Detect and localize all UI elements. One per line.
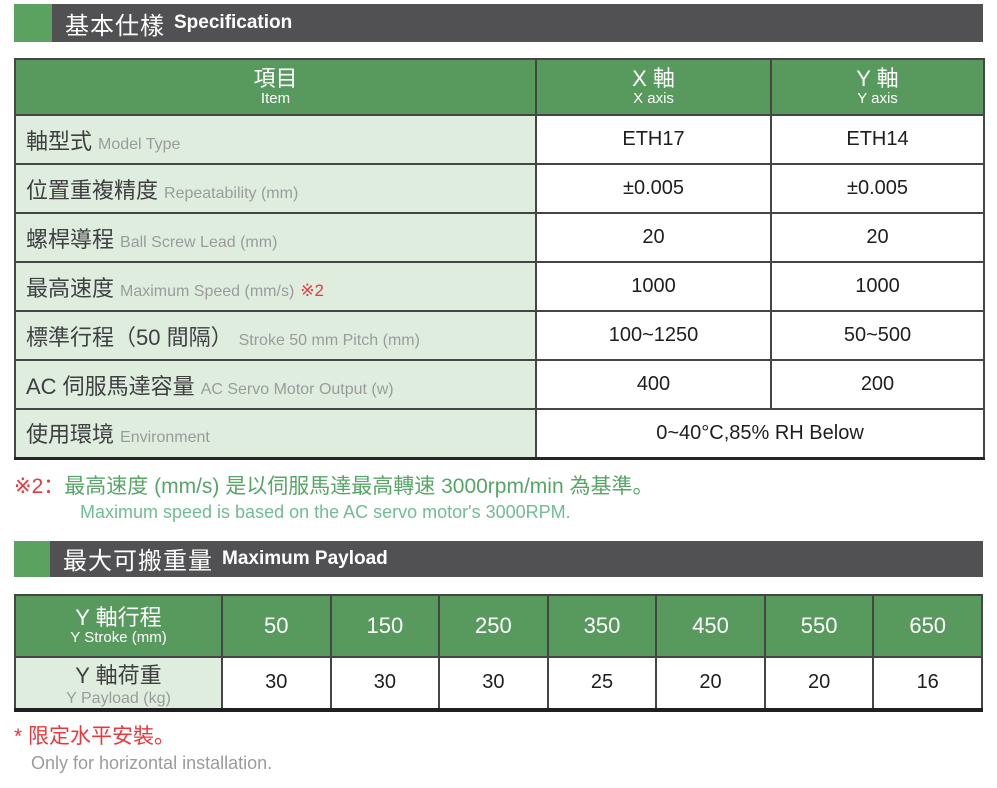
speed-footnote: ※2：最高速度 (mm/s) 是以伺服馬達最高轉速 3000rpm/min 為基… <box>14 474 983 523</box>
row-label-cn: 標準行程（50 間隔） <box>26 324 233 350</box>
installation-footnote-cn: * 限定水平安裝。 <box>14 724 176 748</box>
column-header-y-cn: Y 軸 <box>856 66 899 92</box>
stroke-value: 50 <box>221 593 332 658</box>
table-row-repeatability: 位置重複精度 Repeatability (mm) ±0.005 ±0.005 <box>14 163 985 214</box>
x-axis-value: ETH17 <box>535 114 772 165</box>
payload-value: 30 <box>221 655 332 711</box>
column-header-x-axis: X 軸 X axis <box>535 58 772 116</box>
table-row-stroke: 標準行程（50 間隔） Stroke 50 mm Pitch (mm) 100~1… <box>14 310 985 361</box>
installation-footnote-en: Only for horizontal installation. <box>31 752 273 773</box>
column-header-item-en: Item <box>260 90 291 108</box>
y-axis-value: 200 <box>770 359 985 410</box>
speed-footnote-line-cn: ※2：最高速度 (mm/s) 是以伺服馬達最高轉速 3000rpm/min 為基… <box>14 474 983 499</box>
x-axis-value: 100~1250 <box>535 310 772 361</box>
row-label-cn: AC 伺服馬達容量 <box>26 373 195 399</box>
table-row-maximum-speed: 最高速度 Maximum Speed (mm/s) ※2 1000 1000 <box>14 261 985 312</box>
y-axis-value: ±0.005 <box>770 163 985 214</box>
row-label-en: AC Servo Motor Output (w) <box>200 380 394 398</box>
stroke-value: 450 <box>655 593 766 658</box>
section2-title-cn: 最大可搬重量 <box>63 548 213 576</box>
row-label-en: Maximum Speed (mm/s) <box>120 282 295 300</box>
section2-title-en: Maximum Payload <box>222 547 388 569</box>
y-payload-label-cn: Y 軸荷重 <box>75 662 162 688</box>
column-header-y-en: Y axis <box>857 90 898 108</box>
speed-footnote-line-en: Maximum speed is based on the AC servo m… <box>80 501 571 522</box>
row-label-cn: 位置重複精度 <box>26 177 159 203</box>
row-label: 軸型式 Model Type <box>14 114 537 165</box>
payload-value-row: Y 軸荷重 Y Payload (kg) 30 30 30 25 20 20 1… <box>14 655 983 711</box>
row-label-en: Model Type <box>98 135 181 153</box>
row-label: 最高速度 Maximum Speed (mm/s) ※2 <box>14 261 537 312</box>
section1-title-cn: 基本仕樣 <box>65 12 165 40</box>
y-axis-value: 1000 <box>770 261 985 312</box>
environment-value: 0~40°C,85% RH Below <box>535 408 985 459</box>
column-header-item: 項目 Item <box>14 58 537 116</box>
y-payload-label: Y 軸荷重 Y Payload (kg) <box>14 655 223 711</box>
payload-value: 30 <box>329 655 441 711</box>
y-axis-value: 20 <box>770 212 985 263</box>
row-label-en: Repeatability (mm) <box>164 184 299 202</box>
green-accent-square <box>14 540 50 577</box>
payload-value: 20 <box>655 655 766 711</box>
footnote-text-cn: 最高速度 (mm/s) 是以伺服馬達最高轉速 3000rpm/min 為基準。 <box>64 474 654 498</box>
y-stroke-header-cn: Y 軸行程 <box>75 604 162 630</box>
y-stroke-header-en: Y Stroke (mm) <box>70 629 167 647</box>
payload-header-row: Y 軸行程 Y Stroke (mm) 50 150 250 350 450 5… <box>14 593 983 658</box>
x-axis-value: 400 <box>535 359 772 410</box>
column-header-x-en: X axis <box>633 90 674 108</box>
row-label-en: Ball Screw Lead (mm) <box>120 233 278 251</box>
maximum-payload-table: Y 軸行程 Y Stroke (mm) 50 150 250 350 450 5… <box>14 593 983 712</box>
row-label: 使用環境 Environment <box>14 408 537 459</box>
installation-footnote: * 限定水平安裝。 Only for horizontal installati… <box>14 724 983 774</box>
row-label-cn: 最高速度 <box>26 275 115 301</box>
column-header-x-cn: X 軸 <box>632 66 675 92</box>
x-axis-value: 20 <box>535 212 772 263</box>
row-label-cn: 使用環境 <box>26 422 115 448</box>
row-label: 標準行程（50 間隔） Stroke 50 mm Pitch (mm) <box>14 310 537 361</box>
payload-value: 20 <box>763 655 875 711</box>
section1-title-en: Specification <box>174 12 293 33</box>
footnote-mark-ref: ※2 <box>300 280 324 300</box>
section-header-specification: 基本仕樣 Specification <box>14 4 983 42</box>
x-axis-value: 1000 <box>535 261 772 312</box>
spec-header-row: 項目 Item X 軸 X axis Y 軸 Y axis <box>14 58 985 116</box>
y-axis-value: 50~500 <box>770 310 985 361</box>
y-axis-value: ETH14 <box>770 114 985 165</box>
stroke-value: 650 <box>872 593 983 658</box>
y-stroke-header: Y 軸行程 Y Stroke (mm) <box>14 593 223 658</box>
row-label-cn: 軸型式 <box>26 128 93 154</box>
specification-table: 項目 Item X 軸 X axis Y 軸 Y axis 軸型式 Model T… <box>14 58 985 460</box>
table-row-ball-screw-lead: 螺桿導程 Ball Screw Lead (mm) 20 20 <box>14 212 985 263</box>
row-label-en: Stroke 50 mm Pitch (mm) <box>238 331 420 349</box>
row-label: 螺桿導程 Ball Screw Lead (mm) <box>14 212 537 263</box>
column-header-item-cn: 項目 <box>253 66 298 92</box>
row-label-en: Environment <box>120 429 210 447</box>
table-row-environment: 使用環境 Environment 0~40°C,85% RH Below <box>14 408 985 459</box>
x-axis-value: ±0.005 <box>535 163 772 214</box>
row-label: AC 伺服馬達容量 AC Servo Motor Output (w) <box>14 359 537 410</box>
stroke-value: 350 <box>546 593 658 658</box>
row-label-cn: 螺桿導程 <box>26 226 115 252</box>
payload-value: 30 <box>438 655 549 711</box>
spec-sheet-page: 基本仕樣 Specification 項目 Item X 軸 X axis Y … <box>0 4 997 788</box>
stroke-value: 550 <box>763 593 875 658</box>
section-header-maximum-payload: 最大可搬重量 Maximum Payload <box>14 540 983 577</box>
table-row-model-type: 軸型式 Model Type ETH17 ETH14 <box>14 114 985 165</box>
payload-value: 16 <box>872 655 983 711</box>
stroke-value: 250 <box>438 593 549 658</box>
payload-value: 25 <box>546 655 658 711</box>
footnote-mark: ※2： <box>14 474 65 498</box>
y-payload-label-en: Y Payload (kg) <box>66 689 171 707</box>
green-accent-square <box>14 4 52 42</box>
table-row-servo-motor-output: AC 伺服馬達容量 AC Servo Motor Output (w) 400 2… <box>14 359 985 410</box>
row-label: 位置重複精度 Repeatability (mm) <box>14 163 537 214</box>
stroke-value: 150 <box>329 593 441 658</box>
column-header-y-axis: Y 軸 Y axis <box>770 58 985 116</box>
